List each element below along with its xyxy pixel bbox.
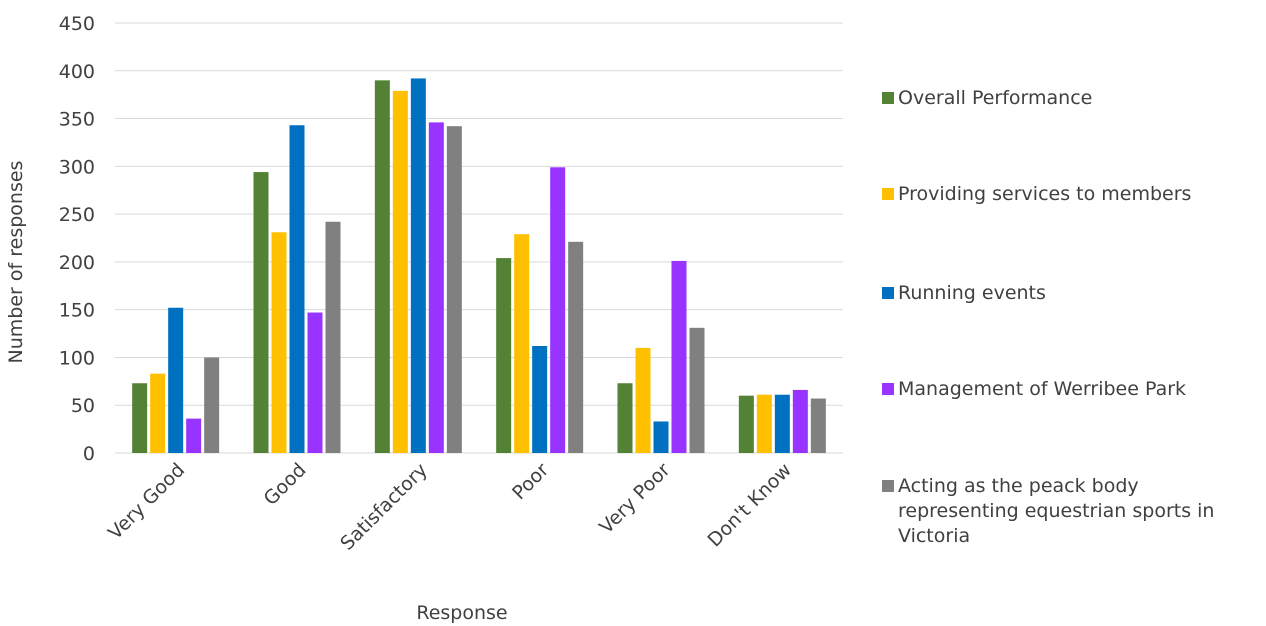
bar xyxy=(738,395,754,453)
bar xyxy=(532,345,548,453)
bar xyxy=(168,307,184,453)
bar xyxy=(150,373,166,453)
y-tick-label: 300 xyxy=(59,156,95,178)
bar xyxy=(253,172,269,454)
bar xyxy=(635,347,651,453)
x-tick-label: Satisfactory xyxy=(336,459,432,555)
bar xyxy=(392,90,408,453)
bar xyxy=(653,421,669,453)
legend-label: Acting as the peack body representing eq… xyxy=(898,475,1215,547)
bar xyxy=(186,418,202,453)
y-tick-label: 350 xyxy=(59,109,95,131)
y-tick-label: 50 xyxy=(71,395,95,417)
x-tick-label: Don't Know xyxy=(703,459,795,551)
bar xyxy=(689,327,705,453)
legend-swatch xyxy=(882,383,894,395)
bar xyxy=(568,241,584,453)
bar xyxy=(496,258,512,453)
bar xyxy=(810,398,826,453)
legend-label: Providing services to members xyxy=(898,183,1192,205)
y-tick-label: 0 xyxy=(83,443,95,465)
legend-label: Management of Werribee Park xyxy=(898,378,1187,400)
legend-item: Management of Werribee Park xyxy=(882,377,1186,402)
bar xyxy=(774,394,790,453)
bars xyxy=(132,78,826,454)
legend-swatch xyxy=(882,188,894,200)
legend-label: Running events xyxy=(898,282,1046,304)
y-tick-label: 400 xyxy=(59,61,95,83)
bar xyxy=(289,125,305,453)
bar xyxy=(428,122,444,453)
bar xyxy=(132,383,148,453)
bar xyxy=(756,394,772,453)
x-tick-label: Very Poor xyxy=(595,459,674,538)
bar xyxy=(446,126,462,453)
legend-item: Acting as the peack body representing eq… xyxy=(882,474,1238,549)
y-tick-label: 250 xyxy=(59,204,95,226)
bar xyxy=(550,167,566,454)
x-axis-title: Response xyxy=(416,602,507,624)
bar xyxy=(325,221,341,453)
y-axis-title: Number of responses xyxy=(5,161,27,364)
bar xyxy=(271,232,287,453)
x-tick-label: Good xyxy=(260,459,311,510)
x-tick-label: Poor xyxy=(508,459,553,504)
x-tick-label: Very Good xyxy=(104,459,189,544)
y-tick-label: 100 xyxy=(59,347,95,369)
y-tick-label: 450 xyxy=(59,13,95,35)
legend: Overall Performance Providing services to… xyxy=(882,0,1252,626)
y-tick-label: 150 xyxy=(59,300,95,322)
x-axis-ticks: Very Good Good Satisfactory Poor Very Poor Do… xyxy=(104,459,796,555)
legend-swatch xyxy=(882,480,894,492)
bar xyxy=(307,312,323,453)
legend-item: Running events xyxy=(882,281,1046,306)
gridlines xyxy=(115,22,843,454)
legend-item: Overall Performance xyxy=(882,86,1092,111)
bar xyxy=(792,389,808,453)
bar xyxy=(671,260,687,453)
bar xyxy=(617,383,633,453)
y-axis-ticks: 0 50 100 150 200 250 300 350 400 450 xyxy=(59,13,95,465)
bar xyxy=(374,80,390,453)
bar xyxy=(204,357,220,453)
legend-swatch xyxy=(882,92,894,104)
legend-label: Overall Performance xyxy=(898,87,1093,109)
legend-swatch xyxy=(882,287,894,299)
legend-item: Providing services to members xyxy=(882,182,1191,207)
bar xyxy=(410,78,426,453)
y-tick-label: 200 xyxy=(59,252,95,274)
bar xyxy=(514,234,530,453)
